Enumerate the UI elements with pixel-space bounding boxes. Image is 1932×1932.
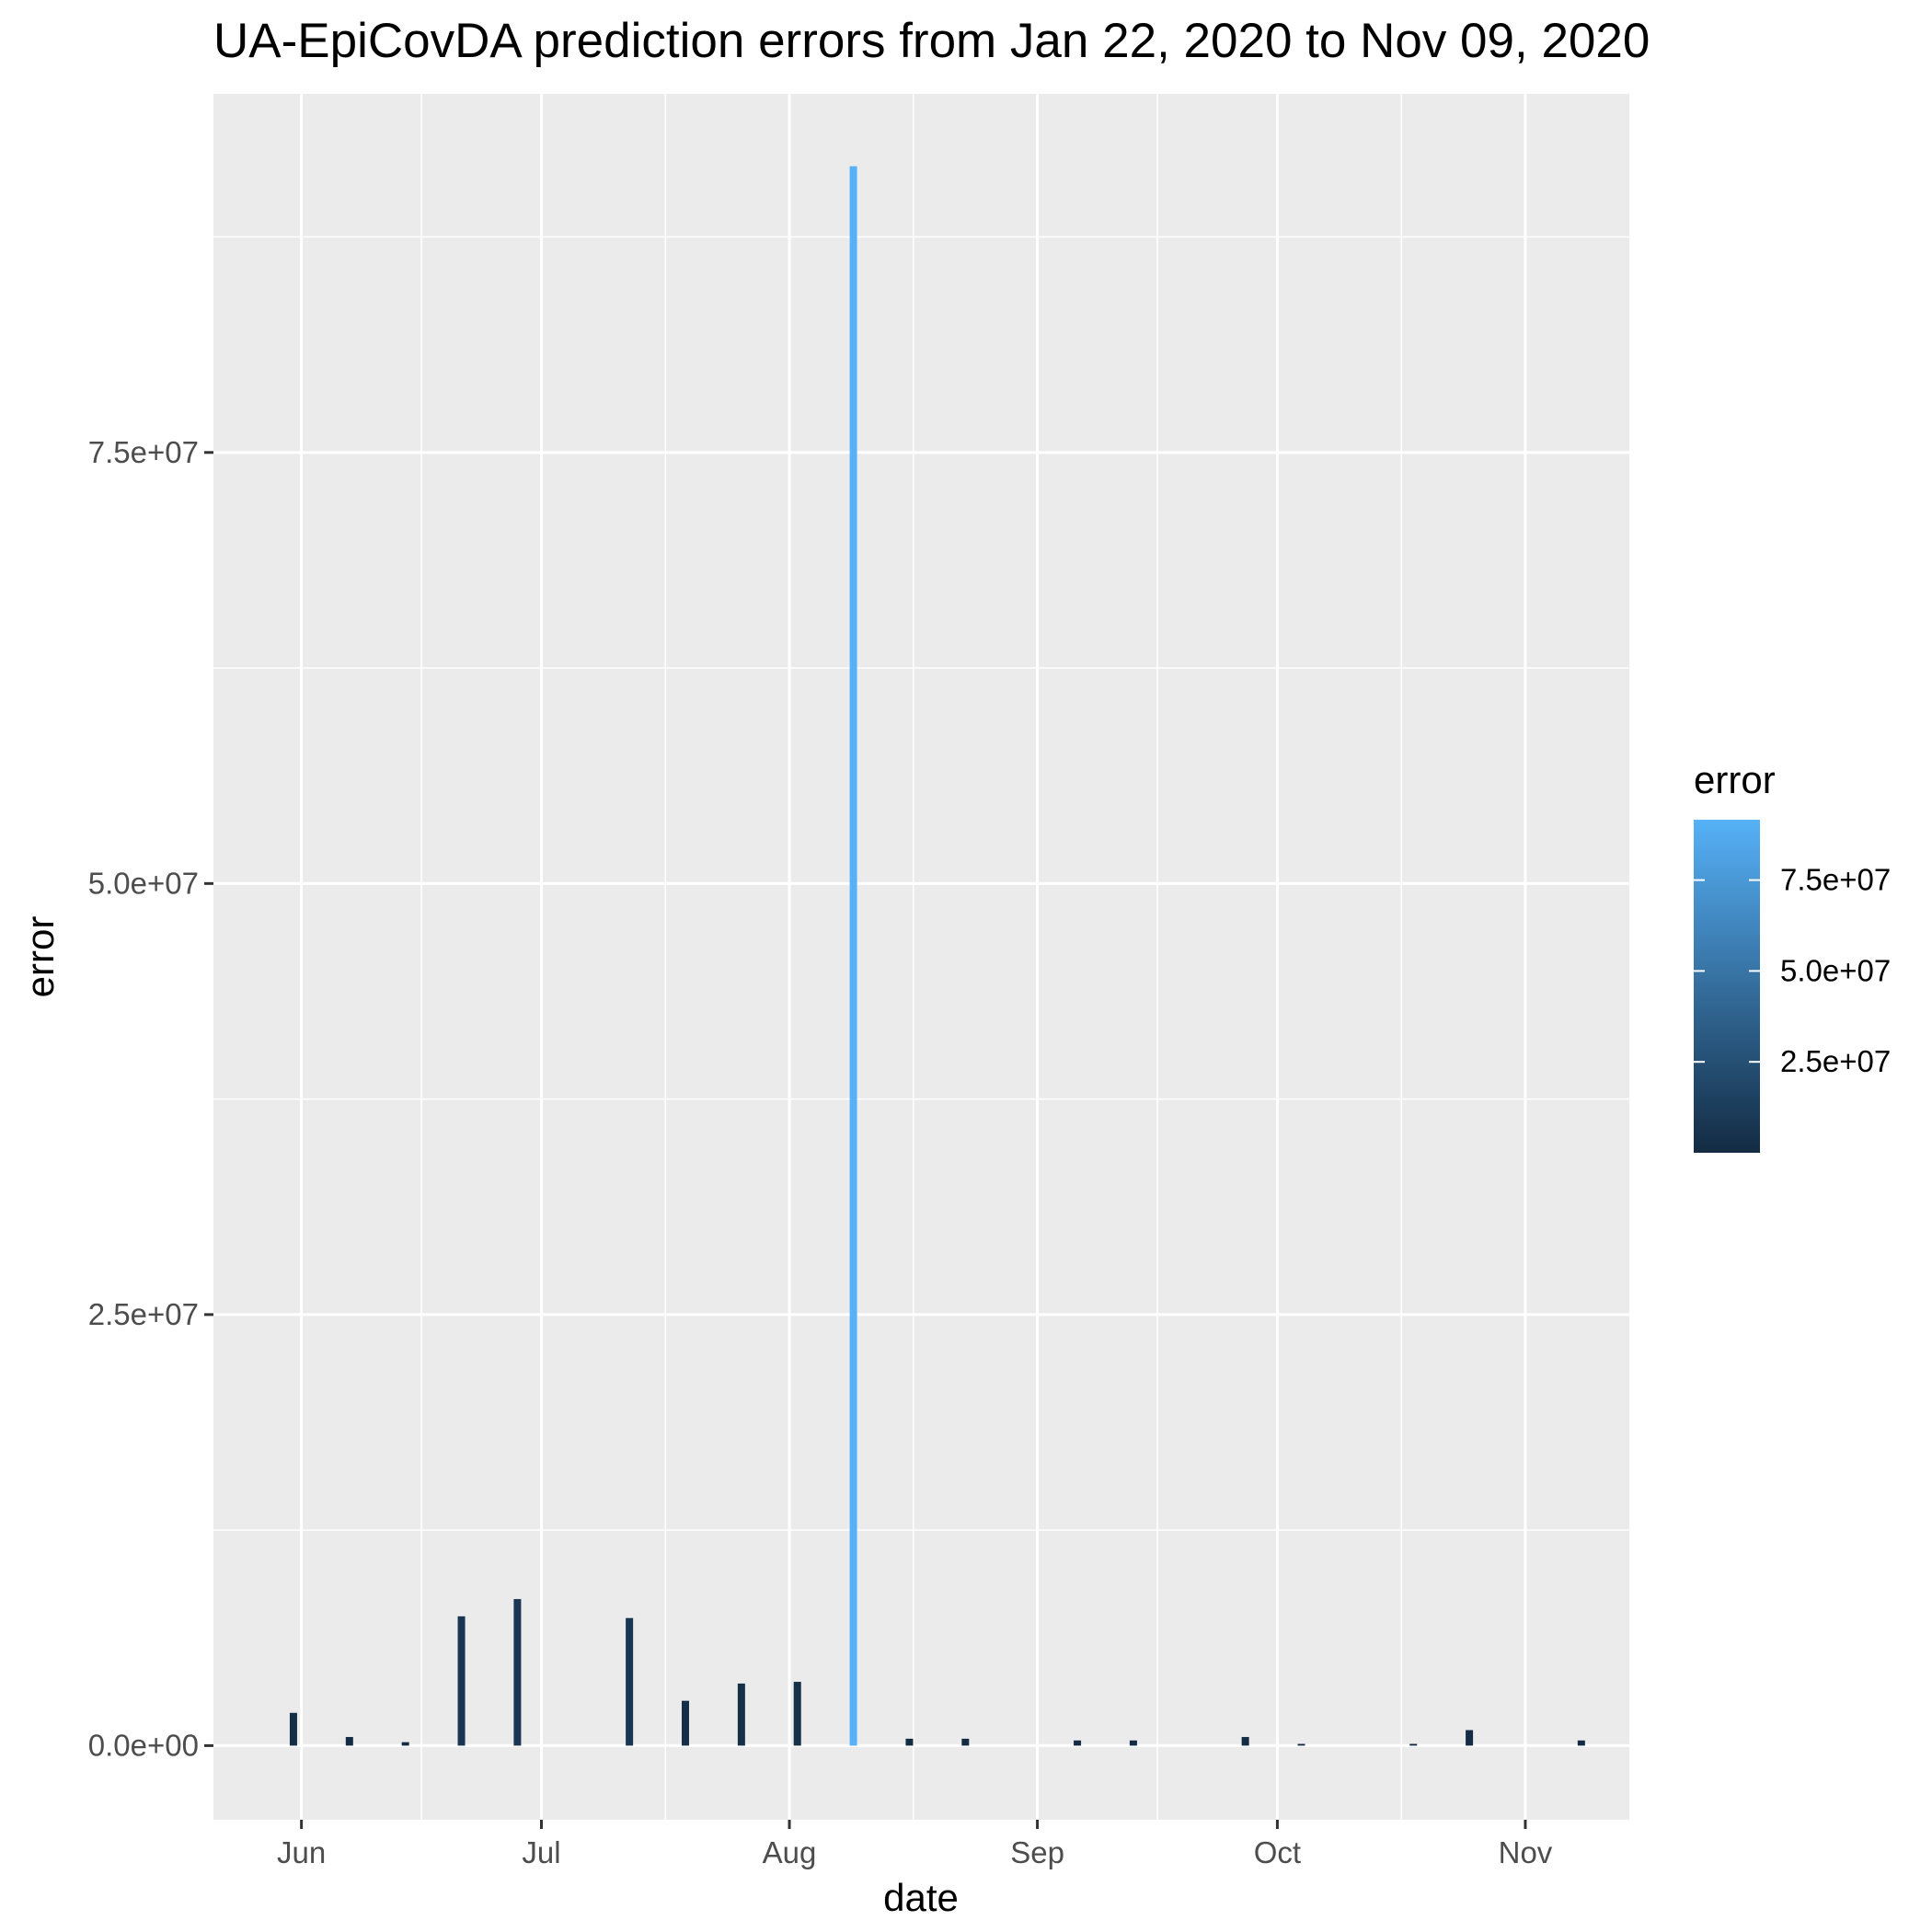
plot-panel <box>213 94 1629 1820</box>
y-tick-label: 2.5e+07 <box>88 1297 199 1331</box>
bar <box>457 1616 466 1746</box>
legend-tick-label: 2.5e+07 <box>1780 1044 1891 1078</box>
legend-colorbar <box>1694 820 1760 1153</box>
x-axis: Jun Jul Aug Sep Oct Nov <box>277 1820 1553 1869</box>
bar <box>905 1738 914 1746</box>
bar <box>626 1617 634 1746</box>
bar <box>1577 1740 1585 1746</box>
bar <box>513 1599 522 1746</box>
legend-tick-label: 5.0e+07 <box>1780 953 1891 987</box>
y-tick-label: 0.0e+00 <box>88 1728 199 1762</box>
legend-ticks: 2.5e+07 5.0e+07 7.5e+07 <box>1694 863 1891 1078</box>
gridlines <box>213 94 1629 1820</box>
bar <box>1409 1743 1418 1746</box>
bars <box>289 166 1585 1746</box>
bar <box>1074 1740 1082 1746</box>
x-tick-label: Oct <box>1254 1835 1301 1869</box>
y-axis: 0.0e+00 2.5e+07 5.0e+07 7.5e+07 <box>88 435 213 1762</box>
bar <box>401 1742 409 1746</box>
bar <box>1297 1743 1305 1746</box>
x-tick-label: Jun <box>277 1835 326 1869</box>
legend-title: error <box>1694 758 1776 801</box>
x-tick-label: Aug <box>763 1835 817 1869</box>
y-tick-label: 7.5e+07 <box>88 435 199 469</box>
bar <box>682 1700 689 1746</box>
y-tick-label: 5.0e+07 <box>88 866 199 900</box>
x-tick-label: Sep <box>1010 1835 1064 1869</box>
y-axis-title: error <box>18 916 62 998</box>
x-tick-label: Jul <box>522 1835 560 1869</box>
x-axis-title: date <box>883 1876 959 1919</box>
chart-title: UA-EpiCovDA prediction errors from Jan 2… <box>213 14 1650 68</box>
legend: error 2.5e+07 5.0e+07 7.5e+07 <box>1694 758 1891 1153</box>
bar <box>345 1737 353 1746</box>
bar <box>737 1683 745 1746</box>
bar <box>289 1712 297 1746</box>
bar <box>793 1682 801 1746</box>
bar <box>1129 1740 1137 1746</box>
legend-tick-label: 7.5e+07 <box>1780 863 1891 897</box>
x-tick-label: Nov <box>1499 1835 1553 1869</box>
bar <box>1241 1737 1249 1746</box>
bar <box>1466 1730 1474 1746</box>
bar <box>961 1738 970 1746</box>
bar <box>849 166 857 1746</box>
